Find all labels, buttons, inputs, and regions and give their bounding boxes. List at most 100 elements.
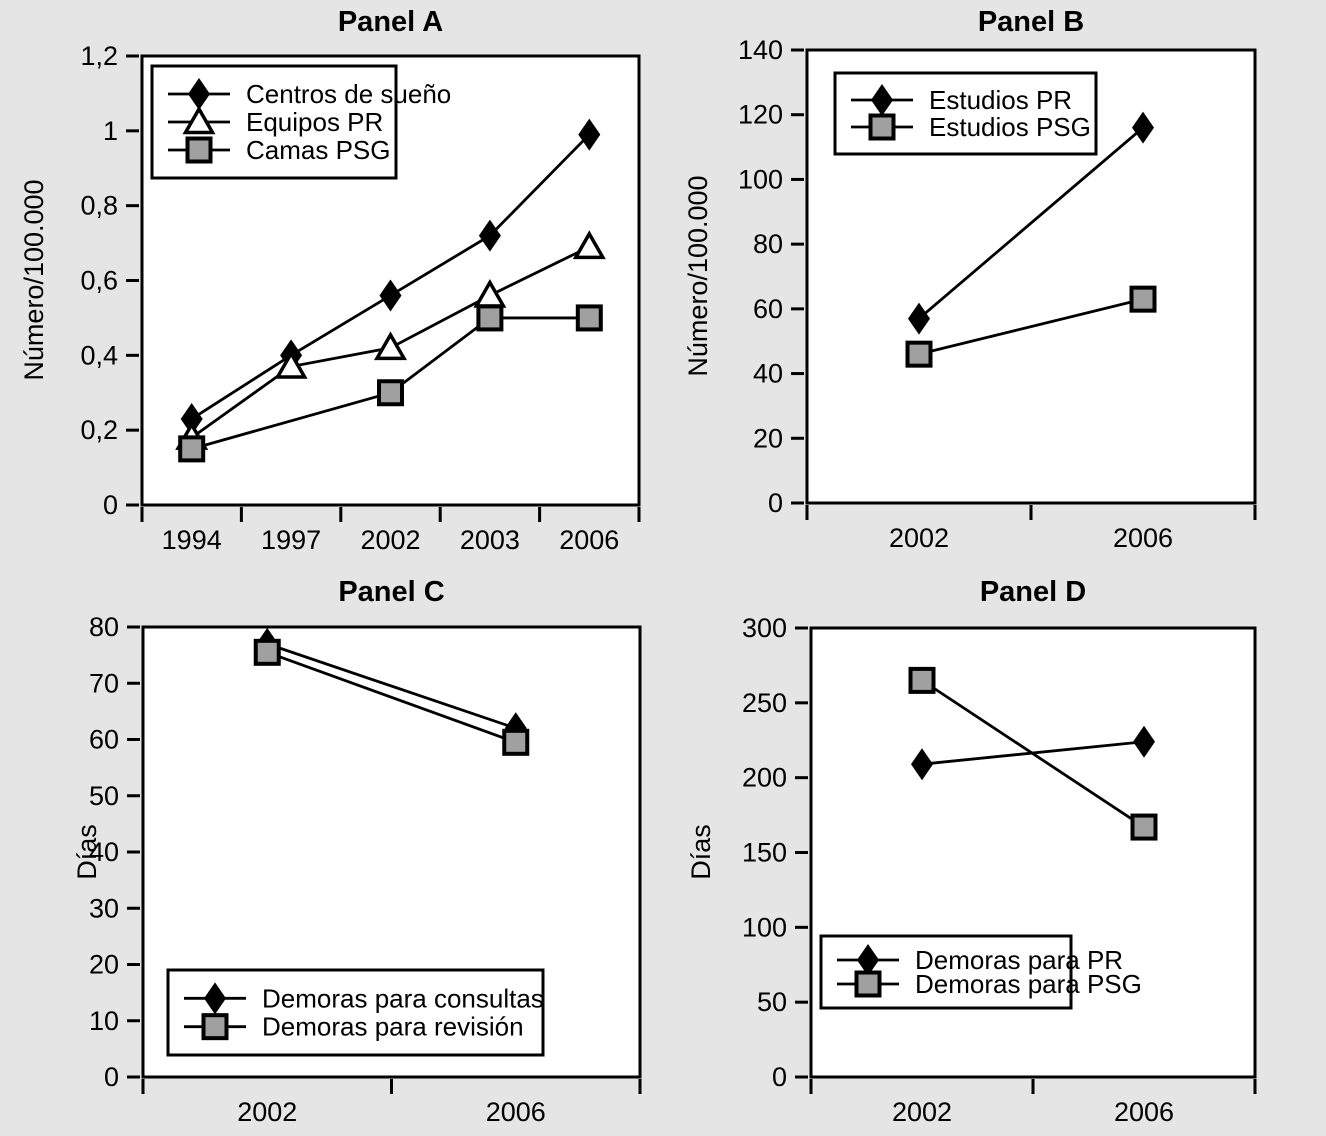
y-axis-tick-label: 0,2 <box>80 415 118 445</box>
y-axis-tick-label: 100 <box>738 164 783 194</box>
legend-item-label: Equipos PR <box>246 107 383 137</box>
y-axis-tick-label: 140 <box>738 35 783 65</box>
legend-item-label: Demoras para revisión <box>262 1012 524 1042</box>
marker-square-filled-gray <box>377 379 404 407</box>
marker-square-filled-gray <box>185 136 213 164</box>
marker-diamond-filled-black <box>1133 725 1155 758</box>
y-axis-tick-label: 70 <box>89 668 119 698</box>
y-axis-tick-label: 1 <box>103 116 118 146</box>
legend-item-label: Demoras para PR <box>915 945 1123 975</box>
plot-area <box>809 626 1257 1079</box>
x-axis-tick-label: 2006 <box>486 1097 546 1127</box>
y-axis-tick-label: 60 <box>89 725 119 755</box>
marker-diamond-filled-black <box>478 219 501 252</box>
x-axis-tick-label: 1997 <box>261 525 321 555</box>
marker-triangle-open-white <box>274 350 308 379</box>
x-axis-tick-label: 1994 <box>162 525 222 555</box>
marker-square-filled-gray <box>201 1013 229 1041</box>
y-axis-tick-label: 0,6 <box>80 266 118 296</box>
marker-diamond-filled-black <box>1132 111 1154 144</box>
legend-item-label: Demoras para PSG <box>915 969 1142 999</box>
panel-a-title: Panel A <box>337 6 444 38</box>
x-axis-tick-label: 2002 <box>889 523 949 553</box>
panel-b-y-axis-label: Número/100.000 <box>683 175 713 377</box>
x-axis-tick-label: 2006 <box>559 525 619 555</box>
marker-diamond-filled-black <box>871 84 893 116</box>
y-axis-tick-label: 50 <box>89 781 119 811</box>
legend-item-label: Estudios PR <box>929 85 1072 115</box>
y-axis-tick-label: 200 <box>742 763 787 793</box>
x-axis-tick-label: 2002 <box>360 525 420 555</box>
marker-diamond-filled-black <box>911 748 933 781</box>
y-axis-tick-label: 20 <box>753 423 783 453</box>
panel-a-y-axis-label: Número/100.000 <box>19 179 49 381</box>
marker-square-filled-gray <box>868 113 896 141</box>
marker-square-filled-gray <box>502 728 530 756</box>
series-line-1 <box>918 297 1144 356</box>
legend-item-label: Demoras para consultas <box>262 983 544 1013</box>
marker-diamond-filled-black <box>188 78 210 110</box>
marker-square-filled-gray <box>476 304 504 332</box>
y-axis-tick-label: 40 <box>753 359 783 389</box>
x-axis-tick-label: 2006 <box>1114 1097 1174 1127</box>
y-axis-tick-label: 0 <box>772 1062 787 1092</box>
y-axis-tick-label: 80 <box>89 612 119 642</box>
y-axis-tick-label: 40 <box>89 837 119 867</box>
y-axis-tick-label: 0 <box>104 1062 119 1092</box>
x-axis-tick-label: 2006 <box>1113 523 1173 553</box>
marker-triangle-open-white <box>572 230 606 260</box>
y-axis-tick-label: 120 <box>738 100 783 130</box>
legend-box <box>166 968 545 1057</box>
panel-b-chart: 140 120 100 80 60 40 20 0 2002 2006 Estudios PREst… <box>738 35 1257 553</box>
panel-c-chart: 80 70 60 50 40 30 20 10 0 2002 2006 Demoras para co… <box>89 612 642 1127</box>
marker-diamond-filled-black <box>204 982 226 1015</box>
marker-square-filled-gray <box>905 340 933 368</box>
y-axis-tick-label: 20 <box>89 950 119 980</box>
series-line-2 <box>191 316 590 451</box>
panel-d-title: Panel D <box>979 576 1087 608</box>
marker-diamond-filled-black <box>578 118 601 151</box>
marker-diamond-filled-black <box>180 402 203 435</box>
panel-c-title: Panel C <box>338 576 445 608</box>
y-axis-tick-label: 10 <box>89 1006 119 1036</box>
marker-square-filled-gray <box>1130 813 1158 841</box>
series-line-0 <box>918 126 1144 320</box>
y-axis-tick-label: 50 <box>757 987 787 1017</box>
y-axis-tick-label: 30 <box>89 893 119 923</box>
x-axis-tick-label: 2003 <box>460 525 520 555</box>
y-axis-tick-label: 0 <box>103 490 118 520</box>
y-axis-tick-label: 60 <box>753 294 783 324</box>
marker-square-filled-gray <box>253 638 281 666</box>
legend-item-label: Centros de sueño <box>246 79 451 109</box>
marker-diamond-filled-black <box>857 944 879 976</box>
y-axis-tick-label: 0,4 <box>80 340 118 370</box>
marker-square-filled-gray <box>854 970 882 998</box>
panel-a-chart: 1,2 1 0,8 0,6 0,4 0,2 0 1994 1997 2002 2003 2006 Cen… <box>80 41 641 555</box>
marker-square-filled-gray <box>178 435 206 463</box>
series-line-1 <box>921 679 1145 829</box>
y-axis-tick-label: 80 <box>753 229 783 259</box>
y-axis-tick-label: 100 <box>742 912 787 942</box>
marker-square-filled-gray <box>1129 285 1157 313</box>
marker-square-filled-gray <box>908 666 936 694</box>
y-axis-tick-label: 150 <box>742 838 787 868</box>
panel-d-chart: 300 250 200 150 100 50 0 2002 2006 Demoras para P… <box>742 613 1257 1127</box>
panel-c: 80 70 60 50 40 30 20 10 0 2002 2006 Demoras para co… <box>0 568 663 1136</box>
x-axis-tick-label: 2002 <box>237 1097 297 1127</box>
legend-item-label: Estudios PSG <box>929 112 1091 142</box>
y-axis-tick-label: 0,8 <box>80 191 118 221</box>
panel-b-title: Panel B <box>977 6 1085 38</box>
panel-c-y-axis-label: Días <box>72 824 102 880</box>
legend-item-label: Camas PSG <box>246 135 391 165</box>
marker-diamond-filled-black <box>908 302 930 335</box>
y-axis-tick-label: 1,2 <box>80 41 118 71</box>
marker-triangle-open-white <box>373 331 408 361</box>
panel-d: 300 250 200 150 100 50 0 2002 2006 Demoras para P… <box>663 568 1326 1136</box>
x-axis-tick-label: 2002 <box>892 1097 952 1127</box>
series-line-0 <box>266 642 517 730</box>
marker-diamond-filled-black <box>379 279 402 312</box>
y-axis-tick-label: 250 <box>742 688 787 718</box>
panel-a: 1,2 1 0,8 0,6 0,4 0,2 0 1994 1997 2002 2003 2006 Cen… <box>0 0 663 568</box>
y-axis-tick-label: 300 <box>742 613 787 643</box>
